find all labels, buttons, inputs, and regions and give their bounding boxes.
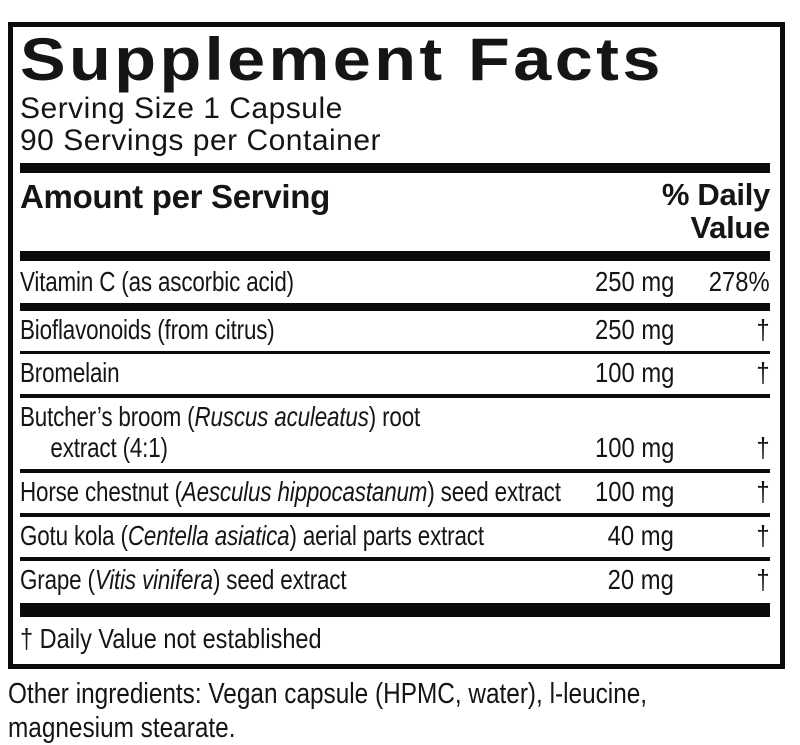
name-part: ) root: [368, 400, 421, 432]
ingredient-amount-text: 20 mg: [607, 563, 674, 595]
ingredient-row: Horse chestnut (Aesculus hippocastanum) …: [20, 473, 770, 513]
name-part: Horse chestnut (: [20, 475, 182, 507]
ingredient-row: Vitamin C (as ascorbic acid) 250 mg 278%: [20, 263, 770, 303]
ingredient-name: Butcher’s broom (Ruscus aculeatus) root e…: [20, 401, 556, 464]
ingredient-amount: 20 mg: [556, 564, 674, 596]
other-ingredients-line: Other ingredients: Vegan capsule (HPMC, …: [8, 677, 800, 711]
latin-name: Aesculus hippocastanum: [181, 475, 428, 507]
ingredient-daily-value-text: †: [756, 356, 770, 388]
name-part: ) aerial parts extract: [289, 519, 484, 551]
ingredient-amount: 250 mg: [556, 266, 674, 298]
ingredient-daily-value-text: †: [756, 519, 770, 551]
panel-title: Supplement Facts: [20, 29, 770, 93]
row-separator: [20, 468, 770, 473]
name-part: extract (4:1): [50, 432, 168, 464]
ingredient-name: Vitamin C (as ascorbic acid): [20, 266, 556, 298]
ingredient-daily-value: †: [674, 432, 770, 464]
ingredient-daily-value: †: [674, 520, 770, 552]
ingredient-name-text: Gotu kola (Centella asiatica) aerial par…: [20, 520, 484, 552]
daily-value-header-line1: % Daily: [661, 176, 770, 212]
ingredient-daily-value: †: [674, 476, 770, 508]
name-part: Bromelain: [20, 356, 120, 388]
ingredient-name-text: Bioflavonoids (from citrus): [20, 314, 275, 346]
ingredient-row: Gotu kola (Centella asiatica) aerial par…: [20, 517, 770, 557]
ingredient-daily-value: †: [674, 357, 770, 389]
ingredient-name: Bioflavonoids (from citrus): [20, 314, 556, 346]
ingredient-amount: 40 mg: [556, 520, 674, 552]
name-part: Bioflavonoids (from citrus): [20, 313, 275, 345]
ingredient-amount-text: 100 mg: [594, 431, 674, 463]
ingredient-daily-value-text: †: [756, 313, 770, 345]
ingredient-amount-text: 100 mg: [594, 356, 674, 388]
panel-title-text: Supplement Facts: [20, 26, 664, 93]
ingredient-daily-value-text: 278%: [709, 265, 770, 297]
column-headers: Amount per Serving % Daily Value: [20, 175, 770, 249]
supplement-facts-panel: Supplement Facts Serving Size 1 Capsule …: [8, 22, 785, 669]
divider-heavy-top: [20, 162, 770, 173]
ingredient-amount-text: 100 mg: [594, 475, 674, 507]
row-separator: [20, 350, 770, 354]
other-ingredients-text: magnesium stearate.: [8, 712, 236, 744]
ingredient-daily-value: †: [674, 314, 770, 346]
daily-value-header: % Daily Value: [661, 176, 771, 246]
daily-value-header-line2: Value: [690, 210, 771, 246]
supplement-label: Supplement Facts Serving Size 1 Capsule …: [8, 22, 785, 744]
ingredient-name-text: Horse chestnut (Aesculus hippocastanum) …: [20, 476, 561, 508]
ingredient-daily-value-text: †: [756, 563, 770, 595]
ingredient-amount: 100 mg: [556, 432, 674, 464]
serving-size: Serving Size 1 Capsule: [20, 92, 343, 125]
ingredient-name: Horse chestnut (Aesculus hippocastanum) …: [20, 476, 561, 508]
other-ingredients-line: magnesium stearate.: [8, 711, 800, 745]
name-part: Gotu kola (: [20, 519, 128, 551]
ingredient-daily-value-text: †: [756, 431, 770, 463]
latin-name: Ruscus aculeatus: [194, 400, 369, 432]
ingredient-amount-text: 250 mg: [594, 265, 674, 297]
ingredient-daily-value: †: [674, 564, 770, 596]
dv-footnote: † Daily Value not established: [20, 617, 770, 664]
row-separator: [20, 302, 770, 311]
amount-per-serving-header: Amount per Serving: [20, 177, 330, 215]
name-part: Grape (: [20, 563, 95, 595]
ingredient-row: Butcher’s broom (Ruscus aculeatus) root e…: [20, 398, 770, 469]
ingredient-row: Grape (Vitis vinifera) seed extract 20 mg…: [20, 561, 770, 601]
ingredient-rows: Vitamin C (as ascorbic acid) 250 mg 278% Bi…: [20, 263, 770, 617]
ingredient-row: Bromelain 100 mg †: [20, 354, 770, 394]
servings-per-container: 90 Servings per Container: [20, 123, 382, 157]
name-part: Butcher’s broom (: [20, 400, 195, 432]
latin-name: Vitis vinifera: [94, 563, 213, 595]
ingredient-amount-text: 40 mg: [607, 519, 674, 551]
row-separator: [20, 393, 770, 398]
ingredient-name: Grape (Vitis vinifera) seed extract: [20, 564, 556, 596]
ingredient-name: Gotu kola (Centella asiatica) aerial par…: [20, 520, 556, 552]
ingredient-amount: 100 mg: [556, 476, 674, 508]
other-ingredients-text: Other ingredients: Vegan capsule (HPMC, …: [8, 677, 648, 710]
row-separator: [20, 602, 770, 617]
ingredient-name-text: Grape (Vitis vinifera) seed extract: [20, 563, 347, 596]
ingredient-row: Bioflavonoids (from citrus) 250 mg †: [20, 311, 770, 351]
ingredient-name: Bromelain: [20, 357, 556, 389]
ingredient-name-text: Butcher’s broom (Ruscus aculeatus) root e…: [20, 401, 420, 464]
ingredient-amount: 250 mg: [556, 314, 674, 346]
page: { "label": { "title": "Supplement Facts"…: [8, 22, 785, 744]
latin-name: Centella asiatica: [127, 519, 290, 551]
ingredient-name-text: Bromelain: [20, 356, 120, 389]
row-separator: [20, 556, 770, 561]
ingredient-amount: 100 mg: [556, 357, 674, 389]
other-ingredients: Other ingredients: Vegan capsule (HPMC, …: [8, 677, 800, 745]
ingredient-amount-text: 250 mg: [594, 313, 674, 345]
ingredient-name-text: Vitamin C (as ascorbic acid): [20, 266, 294, 298]
dv-footnote-text: † Daily Value not established: [20, 622, 322, 654]
name-part: ) seed extract: [212, 563, 347, 595]
ingredient-daily-value-text: †: [756, 475, 770, 507]
ingredient-daily-value: 278%: [674, 266, 770, 298]
name-part: Vitamin C (as ascorbic acid): [20, 265, 294, 297]
divider-heavy-header: [20, 250, 770, 261]
name-part: ) seed extract: [427, 475, 561, 507]
row-separator: [20, 512, 770, 517]
